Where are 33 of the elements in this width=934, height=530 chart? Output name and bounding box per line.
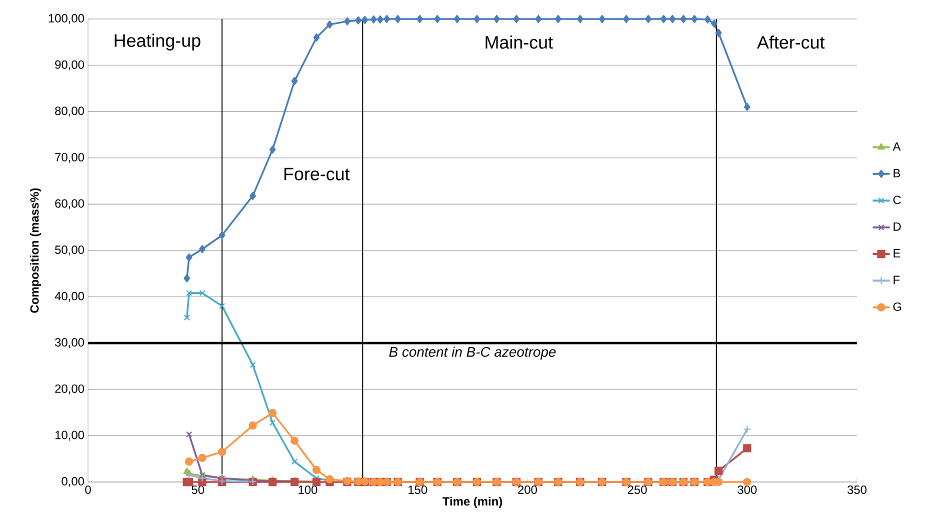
y-axis-title: Composition (mass%) — [30, 188, 42, 313]
y-tick-label: 20,00 — [55, 384, 84, 394]
annotation: Heating-up — [114, 34, 200, 50]
x-tick-label: 150 — [408, 486, 428, 494]
annotation: After-cut — [757, 36, 825, 49]
x-axis-title: Time (min) — [442, 496, 502, 508]
ref-line-label: B content in B-C azeotrope — [389, 346, 556, 360]
y-tick-label: 40,00 — [54, 292, 84, 302]
x-tick-label: 250 — [628, 486, 647, 494]
x-tick-label: 0 — [85, 486, 91, 494]
y-tick-label: 100,00 — [48, 14, 84, 24]
y-tick-label: 60,00 — [55, 199, 84, 210]
legend-label: E — [894, 249, 900, 258]
y-tick-label: 90,00 — [55, 60, 84, 70]
y-tick-label: 70,00 — [55, 152, 84, 163]
legend-label: D — [894, 222, 901, 231]
x-tick-label: 50 — [192, 486, 204, 494]
y-tick-label: 0,00 — [62, 477, 84, 487]
x-tick-label: 350 — [847, 486, 867, 494]
y-tick-label: 10,00 — [55, 430, 84, 441]
y-tick-label: 50,00 — [55, 246, 84, 256]
x-tick-label: 300 — [738, 486, 757, 494]
annotation: Main-cut — [486, 36, 553, 49]
legend-label: A — [892, 142, 901, 151]
x-tick-label: 200 — [518, 486, 537, 494]
y-tick-label: 30,00 — [55, 338, 84, 348]
legend-label: C — [893, 196, 901, 204]
legend-label: B — [894, 169, 900, 178]
legend-label: G — [893, 302, 902, 311]
legend-label: F — [894, 276, 900, 284]
y-tick-label: 80,00 — [55, 106, 84, 117]
annotation: Fore-cut — [284, 168, 350, 180]
x-tick-label: 100 — [298, 486, 318, 494]
